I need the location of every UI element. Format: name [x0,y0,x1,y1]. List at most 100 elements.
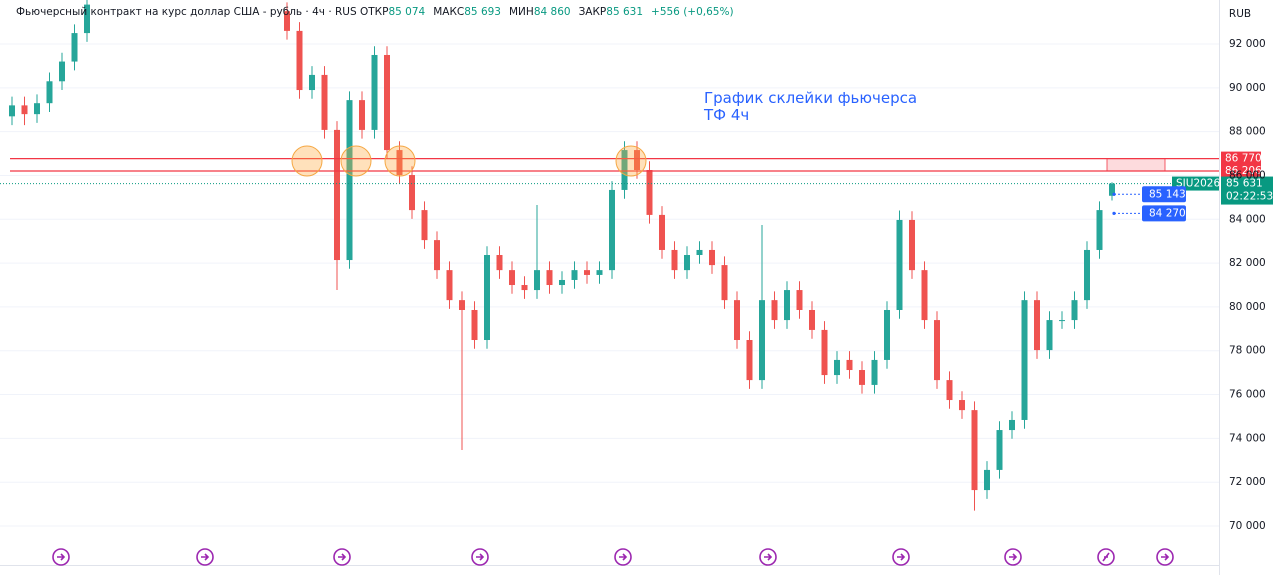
candle [484,246,490,349]
alert-dot [1112,192,1116,196]
candle-body [371,54,378,130]
candle-body [721,265,728,301]
alert-tag [1142,205,1186,222]
event-icon[interactable] [614,548,632,566]
event-icon[interactable] [892,548,910,566]
y-tick-label: 92 000 [1229,38,1266,50]
candle-body [59,61,65,82]
header: Фьючерсный контракт на курс доллар США -… [16,6,742,18]
highlight-circle [340,145,372,177]
candle-body [459,300,465,310]
candle [321,66,328,139]
candle [959,391,965,419]
candle [859,361,865,394]
candle-body [596,270,603,275]
last-price-tag [1221,176,1273,205]
candle [721,256,728,309]
event-icon[interactable] [333,548,351,566]
y-tick-label: 70 000 [1229,520,1266,532]
candle [834,351,840,384]
event-icon[interactable] [759,548,777,566]
candle-body [334,129,340,261]
candle [1034,291,1040,359]
y-tick-label: 72 000 [1229,476,1266,488]
annotation: График склейки фьючерса ТФ 4ч [704,90,917,124]
level-label: 86 770 [1225,153,1262,165]
candle [896,210,903,319]
candle-body [534,270,540,291]
candle [34,94,40,123]
candle-body [409,175,415,211]
candle-body [746,340,753,381]
y-tick-label: 84 000 [1229,213,1266,225]
candle-body [846,359,853,371]
candle [396,141,403,184]
candles [9,0,1115,511]
event-icon[interactable] [1004,548,1022,566]
candle [921,261,928,329]
candle-body [609,189,615,271]
candle-body [446,270,453,301]
candle [646,161,653,224]
candle-body [359,100,365,130]
candle-body [1059,320,1065,322]
candle-body [959,400,965,411]
highlight-circle [384,145,416,177]
candle-body [734,300,740,341]
candle [1096,201,1103,259]
y-tick-label: 76 000 [1229,389,1266,401]
candle-body [971,410,978,491]
level-tag [1221,163,1261,178]
event-icon[interactable] [52,548,70,566]
y-tick-label: 78 000 [1229,345,1266,357]
candle [596,261,603,284]
candle-body [484,255,490,341]
stat-label: МИН [509,6,534,18]
candle-body [1046,320,1053,351]
candle [1084,241,1090,309]
highlight-circle [615,145,647,177]
candle-body [884,309,890,360]
y-tick-label: 86 000 [1229,169,1266,181]
event-icon[interactable] [196,548,214,566]
candle-body [546,270,553,286]
candle [334,121,340,291]
candle-body [571,270,578,280]
candle [346,91,353,269]
candle-body [584,270,590,275]
candle [59,52,65,91]
candle-body [34,103,40,115]
candle-body [984,469,990,491]
candle [759,224,765,389]
countdown: 02:22:53 [1226,191,1273,203]
candle [821,321,828,384]
candle-body [1021,300,1028,420]
candle [584,261,590,284]
event-icon[interactable] [1097,548,1115,566]
highlight-circles [291,145,647,177]
annotation-line: ТФ 4ч [704,106,750,124]
event-icon[interactable] [1156,548,1174,566]
candle [846,351,853,379]
candle [546,261,553,294]
alert-label: 84 270 [1149,207,1186,219]
change: +556 (+0,65%) [651,6,734,18]
candle-body [396,150,403,176]
candle [984,461,990,499]
candle [671,241,678,279]
alert-dot [1112,211,1116,215]
candle [296,22,303,99]
candle [9,96,15,126]
candle [621,141,628,199]
candle [1059,311,1065,329]
candle-body [859,370,865,385]
candle [534,205,540,299]
alert-tag [1142,186,1186,203]
candle-body [71,33,78,62]
y-tick-label: 90 000 [1229,82,1266,94]
candle-body [1034,300,1040,351]
candle [971,401,978,511]
candle-body [284,11,290,31]
candle [359,91,365,139]
event-icon[interactable] [471,548,489,566]
